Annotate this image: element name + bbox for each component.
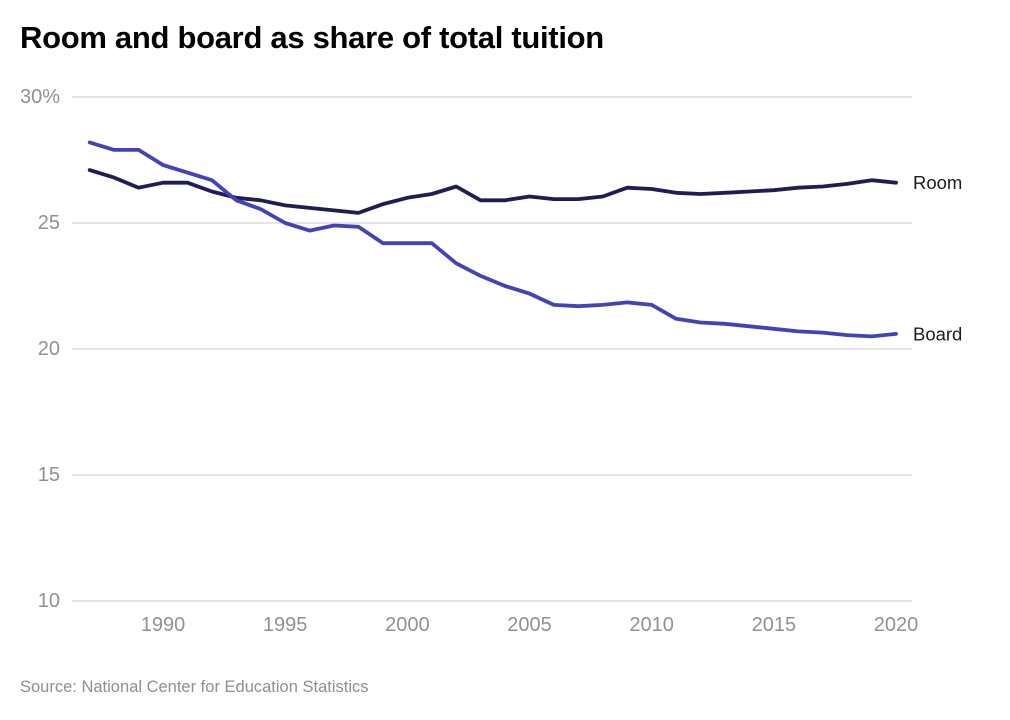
x-tick-label: 2000 — [385, 614, 430, 636]
x-tick-label: 2010 — [629, 614, 674, 636]
y-tick-label: 10 — [38, 590, 60, 612]
board-line-label: Board — [913, 323, 962, 344]
x-tick-label: 2020 — [874, 614, 919, 636]
y-tick-label: 30% — [20, 86, 60, 108]
y-tick-label: 20 — [38, 338, 60, 360]
x-tick-label: 2005 — [507, 614, 552, 636]
x-tick-label: 1995 — [263, 614, 308, 636]
room-line-label: Room — [913, 172, 962, 193]
y-tick-label: 15 — [38, 464, 60, 486]
x-tick-label: 1990 — [141, 614, 186, 636]
chart-title: Room and board as share of total tuition — [20, 20, 604, 55]
source-note: Source: National Center for Education St… — [20, 678, 369, 696]
room-line — [87, 168, 898, 215]
y-tick-label: 25 — [38, 212, 60, 234]
board-line — [87, 140, 898, 339]
x-tick-label: 2015 — [752, 614, 797, 636]
